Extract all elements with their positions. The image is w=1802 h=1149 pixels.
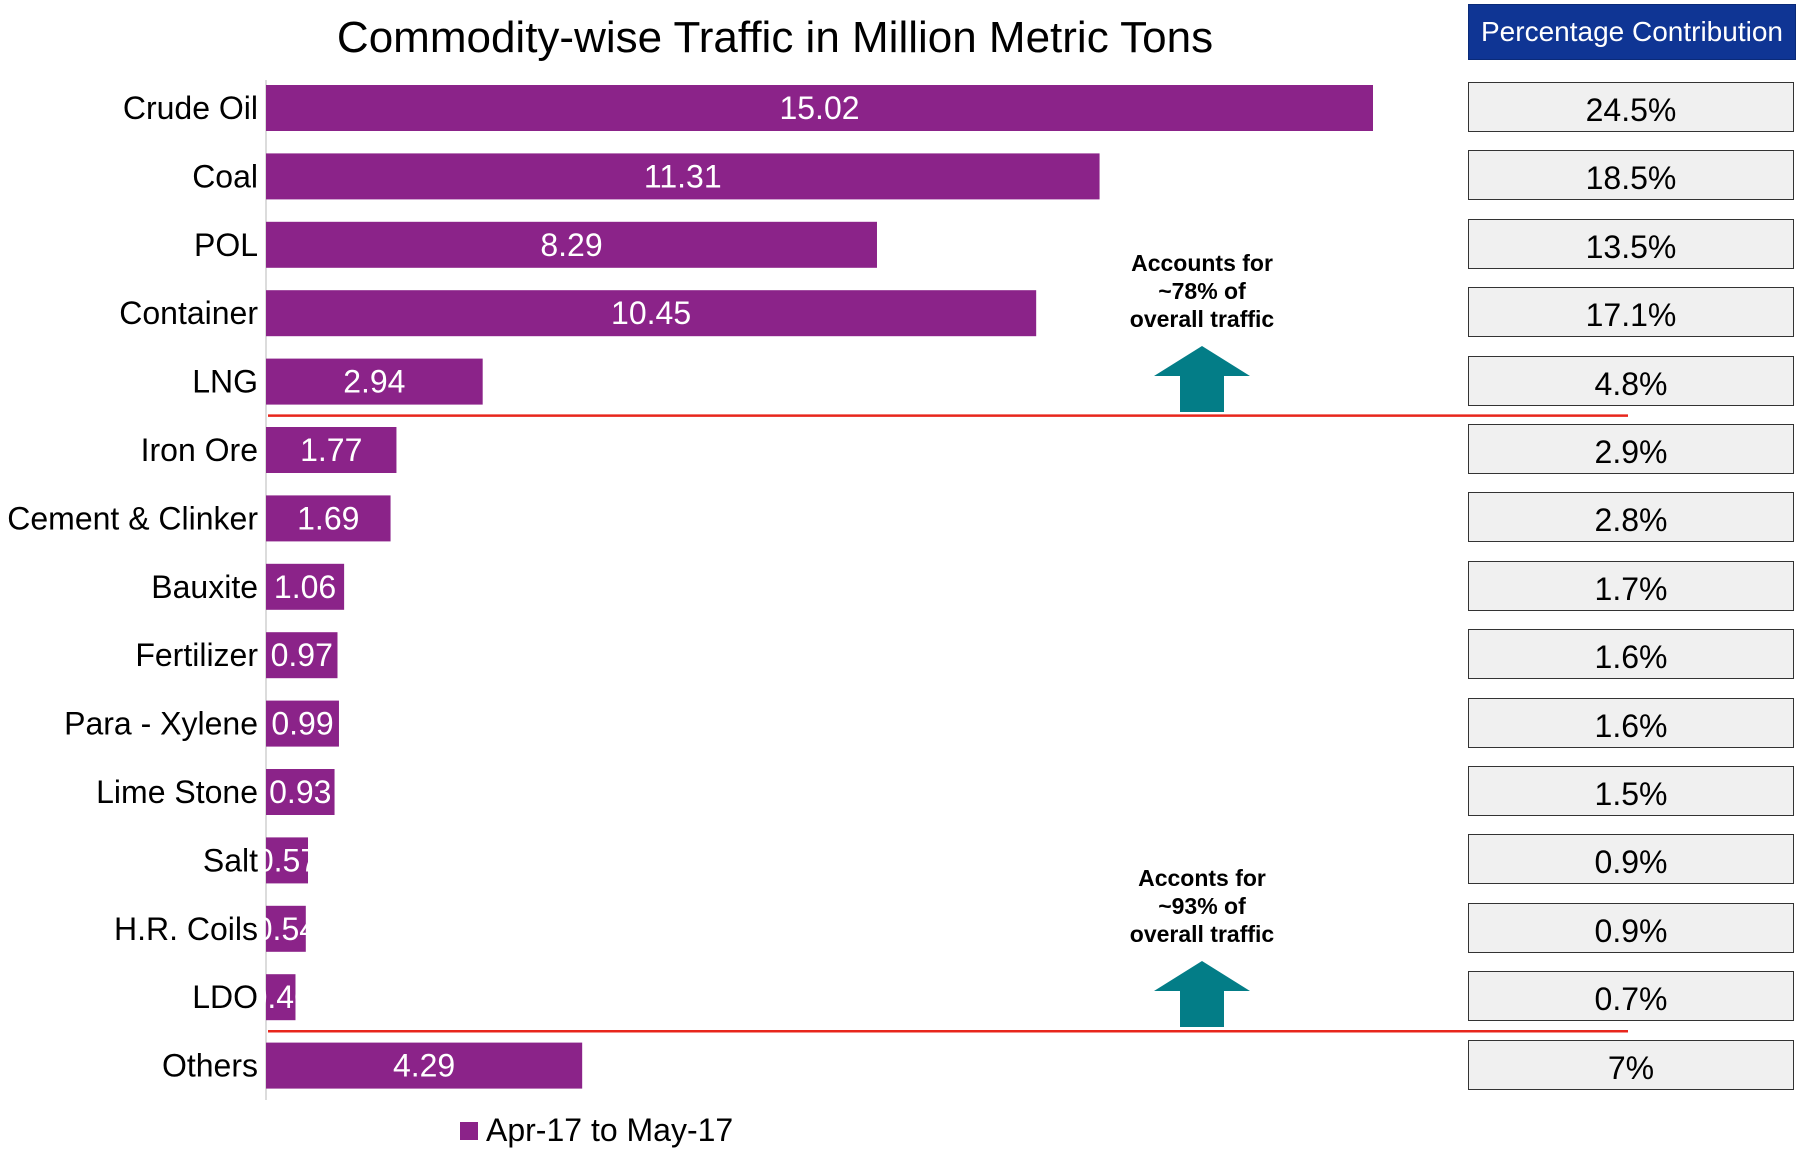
category-label-11: Salt xyxy=(203,842,258,878)
percentage-box-14: 7% xyxy=(1468,1039,1794,1090)
category-label-8: Fertilizer xyxy=(135,637,258,673)
category-label-5: Iron Ore xyxy=(141,432,258,468)
percentage-box-8: 1.6% xyxy=(1468,629,1794,680)
data-label-1: 11.31 xyxy=(644,158,722,194)
chart-title: Commodity-wise Traffic in Million Metric… xyxy=(336,13,1214,62)
data-label-12: 0.54 xyxy=(255,911,317,947)
percentage-box-7: 1.7% xyxy=(1468,560,1794,611)
data-label-14: 4.29 xyxy=(393,1048,455,1084)
category-label-6: Cement & Clinker xyxy=(7,500,258,536)
data-label-13: 0.40 xyxy=(250,979,312,1015)
up-arrow-icon xyxy=(1154,345,1250,412)
annotation-line: ~78% of xyxy=(1158,277,1246,304)
bar-3 xyxy=(266,290,1037,337)
bar-14 xyxy=(266,1042,583,1089)
data-label-2: 8.29 xyxy=(540,227,602,263)
separators-layer xyxy=(268,414,1628,1033)
legend-label: Apr-17 to May-17 xyxy=(486,1112,734,1148)
percentage-box-11: 0.9% xyxy=(1468,834,1794,885)
bar-7 xyxy=(266,563,345,610)
data-label-11: 0.57 xyxy=(256,842,318,878)
annotation-line: overall traffic xyxy=(1129,921,1275,948)
category-label-7: Bauxite xyxy=(151,569,258,605)
data-label-10: 0.93 xyxy=(269,774,331,810)
percentage-box-0: 24.5% xyxy=(1468,82,1794,132)
bar-1 xyxy=(266,153,1100,200)
data-label-7: 1.06 xyxy=(274,569,336,605)
bar-10 xyxy=(266,769,335,815)
annotation-line: ~93% of xyxy=(1158,893,1246,920)
percentage-box-4: 4.8% xyxy=(1468,355,1794,406)
bar-13 xyxy=(266,974,296,1021)
category-label-9: Para - Xylene xyxy=(64,706,258,742)
percentage-box-3: 17.1% xyxy=(1468,287,1794,338)
data-label-4: 2.94 xyxy=(343,364,405,400)
category-label-10: Lime Stone xyxy=(96,774,258,810)
bar-5 xyxy=(266,427,397,473)
annotation-1: Acconts for ~93% of overall traffic xyxy=(1092,864,1312,948)
category-label-14: Others xyxy=(162,1048,258,1084)
annotation-line: Acconts for xyxy=(1138,865,1266,892)
percentage-box-6: 2.8% xyxy=(1468,492,1794,543)
bar-0 xyxy=(266,85,1373,131)
percentage-box-1: 18.5% xyxy=(1468,150,1794,201)
bar-2 xyxy=(266,221,877,268)
category-label-13: LDO xyxy=(192,979,258,1015)
data-label-6: 1.69 xyxy=(297,500,359,536)
percentage-box-13: 0.7% xyxy=(1468,971,1794,1022)
data-label-5: 1.77 xyxy=(300,432,362,468)
data-label-8: 0.97 xyxy=(271,637,333,673)
data-label-9: 0.99 xyxy=(271,706,333,742)
bar-8 xyxy=(266,632,338,679)
legend: Apr-17 to May-17 xyxy=(460,1112,733,1149)
category-label-3: Container xyxy=(119,295,258,331)
percentage-box-2: 13.5% xyxy=(1468,218,1794,269)
annotation-0: Accounts for ~78% of overall traffic xyxy=(1092,249,1312,333)
percentage-box-5: 2.9% xyxy=(1468,424,1794,474)
percentage-box-10: 1.5% xyxy=(1468,766,1794,816)
percentage-box-12: 0.9% xyxy=(1468,902,1794,953)
annotation-line: Accounts for xyxy=(1131,249,1273,276)
bar-12 xyxy=(266,905,306,952)
data-label-0: 15.02 xyxy=(779,90,859,126)
category-label-12: H.R. Coils xyxy=(114,911,258,947)
bar-11 xyxy=(266,837,309,884)
up-arrow-icon xyxy=(1154,961,1250,1028)
bar-4 xyxy=(266,358,483,405)
legend-swatch xyxy=(460,1121,478,1140)
percentage-box-9: 1.6% xyxy=(1468,697,1794,748)
category-label-4: LNG xyxy=(192,364,258,400)
category-label-1: Coal xyxy=(192,158,258,194)
data-label-3: 10.45 xyxy=(611,295,691,331)
category-label-2: POL xyxy=(194,227,258,263)
bar-9 xyxy=(266,700,339,747)
percentage-header: Percentage Contribution xyxy=(1468,4,1796,60)
annotation-line: overall traffic xyxy=(1129,305,1275,332)
labels-layer: Crude Oil Coal POL Container LNG Iron Ore Ceme… xyxy=(7,90,258,1084)
category-label-0: Crude Oil xyxy=(123,90,258,126)
bar-6 xyxy=(266,495,391,542)
